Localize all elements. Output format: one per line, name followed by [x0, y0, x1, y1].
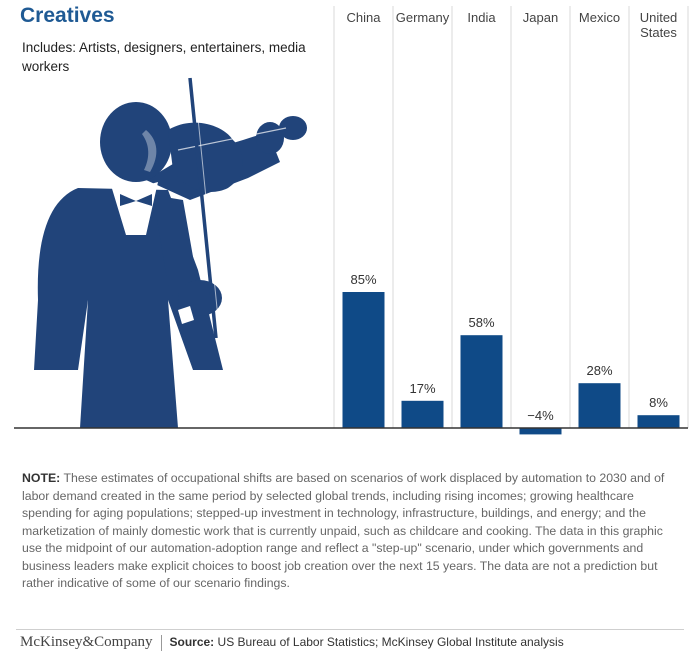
category-label: India — [467, 10, 496, 25]
chart-title: Creatives — [20, 4, 115, 27]
category-label: Germany — [396, 10, 450, 25]
data-label: 85% — [350, 272, 376, 287]
source-text: US Bureau of Labor Statistics; McKinsey … — [217, 635, 564, 649]
category-label: Japan — [523, 10, 558, 25]
bar — [401, 400, 444, 428]
category-label: United States — [640, 10, 678, 40]
data-label: 8% — [649, 395, 668, 410]
category-label: Mexico — [579, 10, 620, 25]
data-label: 28% — [586, 363, 612, 378]
bar — [460, 335, 503, 428]
bar — [519, 428, 562, 435]
note-body: These estimates of occupational shifts a… — [22, 471, 665, 590]
bar — [342, 292, 385, 428]
violinist-icon — [34, 77, 307, 428]
category-label: China — [347, 10, 382, 25]
source-label: Source: — [169, 635, 215, 649]
data-label: −4% — [527, 408, 554, 423]
bar-chart: China Germany India Japan Mexico United States… — [14, 6, 689, 435]
chart-subtitle: Includes: Artists, designers, entertaine… — [22, 40, 306, 74]
footer: McKinsey&Company Source: US Bureau of Lab… — [20, 634, 564, 651]
bar — [637, 415, 680, 428]
footer-divider — [16, 629, 684, 630]
data-label: 17% — [409, 381, 435, 396]
footer-separator — [160, 634, 162, 651]
bar — [578, 383, 621, 428]
note-text: NOTE: These estimates of occupational sh… — [22, 470, 684, 593]
data-label: 58% — [468, 315, 494, 330]
note-label: NOTE: — [22, 471, 61, 485]
brand-logo: McKinsey&Company — [20, 634, 153, 650]
